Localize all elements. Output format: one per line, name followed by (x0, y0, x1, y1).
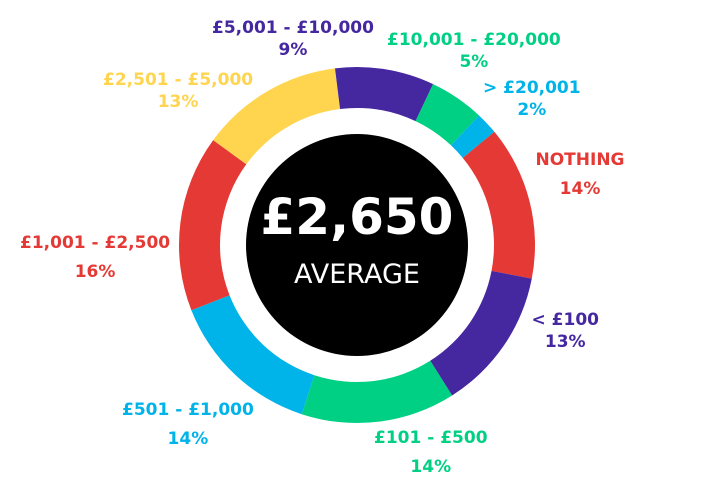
slice-label: < £100 (531, 310, 599, 330)
slice-percent: 14% (559, 179, 601, 199)
slice-101-500 (301, 360, 453, 424)
slice-percent: 13% (157, 92, 199, 112)
slice-label: £1,001 - £2,500 (20, 233, 171, 253)
slice-5-001-10-000 (334, 67, 434, 122)
slice-label: £2,501 - £5,000 (103, 70, 254, 90)
slice-label: £101 - £500 (374, 428, 488, 448)
center-label: AVERAGE (294, 259, 420, 290)
slice-label: £10,001 - £20,000 (387, 30, 561, 50)
label-1-001-2-500: £1,001 - £2,500 16% (20, 233, 170, 282)
slice-percent: 2% (517, 100, 547, 120)
slice-nothing (462, 131, 535, 279)
label-100: < £100 13% (532, 310, 599, 352)
slice-label: £5,001 - £10,000 (212, 18, 374, 38)
slice-1-001-2-500 (179, 140, 247, 311)
slice-percent: 16% (74, 262, 116, 282)
slice-percent: 13% (544, 332, 586, 352)
label-2-501-5-000: £2,501 - £5,000 13% (103, 70, 253, 112)
slice-501-1-000 (191, 295, 315, 415)
slice-percent: 14% (410, 457, 452, 477)
label-10-001-20-000: £10,001 - £20,000 5% (387, 30, 561, 72)
center-value: £2,650 (261, 188, 454, 246)
slice-100 (430, 270, 532, 396)
slice-label: > £20,001 (483, 78, 581, 98)
label-501-1-000: £501 - £1,000 14% (122, 400, 254, 449)
slice-label: NOTHING (535, 150, 625, 170)
label-nothing: NOTHING 14% (536, 150, 625, 199)
slice-percent: 5% (459, 52, 489, 72)
slice-percent: 14% (167, 429, 209, 449)
label-5-001-10-000: £5,001 - £10,000 9% (212, 18, 374, 60)
slice-2-501-5-000 (213, 68, 341, 165)
slice-percent: 9% (278, 40, 308, 60)
label-101-500: £101 - £500 14% (374, 428, 488, 477)
label-20-001: > £20,001 2% (483, 78, 581, 120)
slice-label: £501 - £1,000 (122, 400, 254, 420)
slice-10-001-20-000 (415, 84, 480, 146)
slice-20-001 (450, 115, 495, 158)
center-disc (246, 134, 468, 356)
